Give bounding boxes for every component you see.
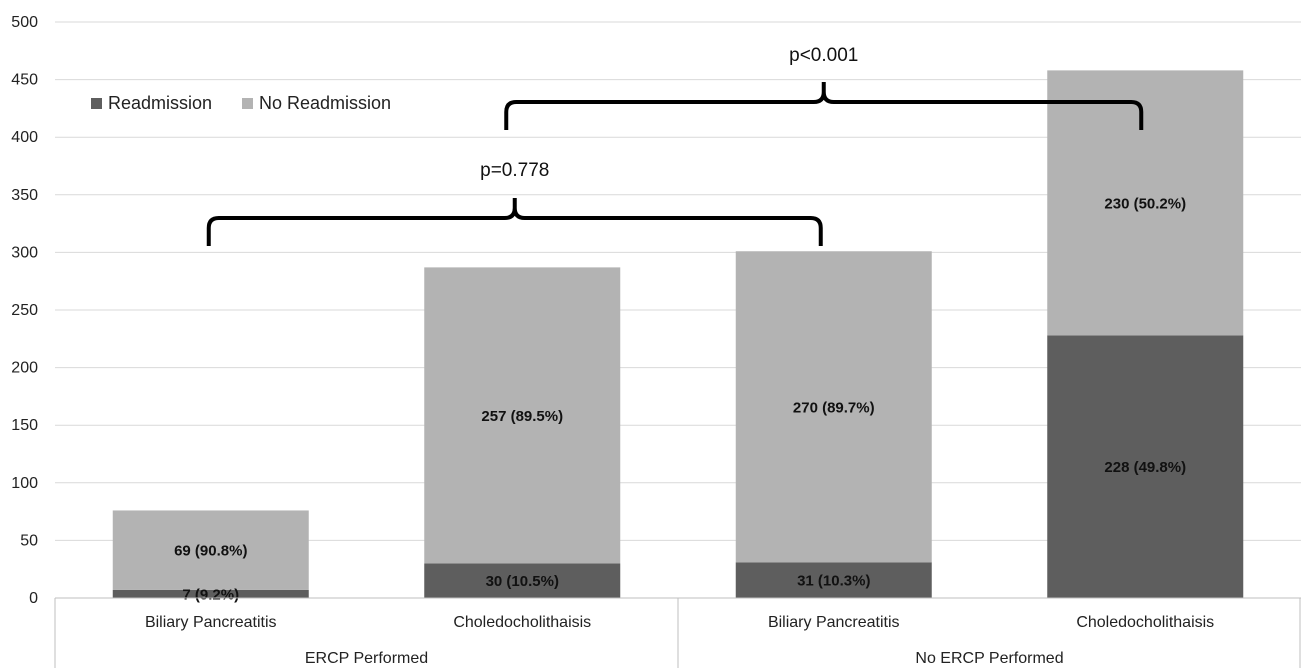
category-label: Biliary Pancreatitis [145,614,277,631]
category-label: Choledocholithaisis [1076,614,1214,631]
category-axis: Biliary Pancreatitis Choledocholithaisis B… [54,597,1301,668]
bar-segment-readmission [424,563,621,598]
legend-label: No Readmission [259,93,391,113]
bar-segment-readmission [112,589,309,598]
p-value-label: p<0.001 [789,45,858,66]
bar-segment-no-readmission [1047,70,1244,336]
legend-swatch [91,98,102,109]
y-tick-label: 400 [11,129,38,146]
data-label: 257 (89.5%) [481,408,563,425]
y-tick-label: 500 [11,14,38,31]
bar-segment-no-readmission [424,267,621,564]
bars [112,70,1244,598]
legend: Readmission No Readmission [91,93,391,113]
significance-brackets: p=0.778 p<0.001 [206,45,1144,246]
legend-label: Readmission [108,93,212,113]
category-label: Biliary Pancreatitis [768,614,900,631]
bar-segment-readmission [735,562,932,598]
y-tick-label: 300 [11,244,38,261]
significance-bracket [206,198,823,246]
significance-bracket [504,82,1144,130]
y-tick-label: 350 [11,187,38,204]
bar-segment-readmission [1047,335,1244,598]
y-tick-label: 200 [11,360,38,377]
data-label: 31 (10.3%) [797,573,870,590]
data-label: 270 (89.7%) [793,399,875,416]
group-label: ERCP Performed [305,650,428,667]
y-tick-label: 100 [11,475,38,492]
p-value-label: p=0.778 [480,160,549,181]
y-axis-ticks: 0 50 100 150 200 250 300 350 400 450 500 [11,14,38,607]
legend-swatch [242,98,253,109]
data-label: 30 (10.5%) [486,573,559,590]
data-label: 69 (90.8%) [174,543,247,560]
y-tick-label: 450 [11,72,38,89]
data-label: 230 (50.2%) [1104,195,1186,212]
data-label: 7 (9.2%) [182,586,239,603]
y-tick-label: 0 [29,590,38,607]
group-label: No ERCP Performed [915,650,1063,667]
bar-segment-no-readmission [112,510,309,590]
y-tick-label: 150 [11,417,38,434]
gridlines [55,21,1301,541]
y-tick-label: 50 [20,532,38,549]
data-labels: 7 (9.2%) 69 (90.8%) 30 (10.5%) 257 (89.5%) 3… [174,195,1186,603]
category-label: Choledocholithaisis [453,614,591,631]
bar-segment-no-readmission [735,251,932,563]
y-tick-label: 250 [11,302,38,319]
data-label: 228 (49.8%) [1104,459,1186,476]
